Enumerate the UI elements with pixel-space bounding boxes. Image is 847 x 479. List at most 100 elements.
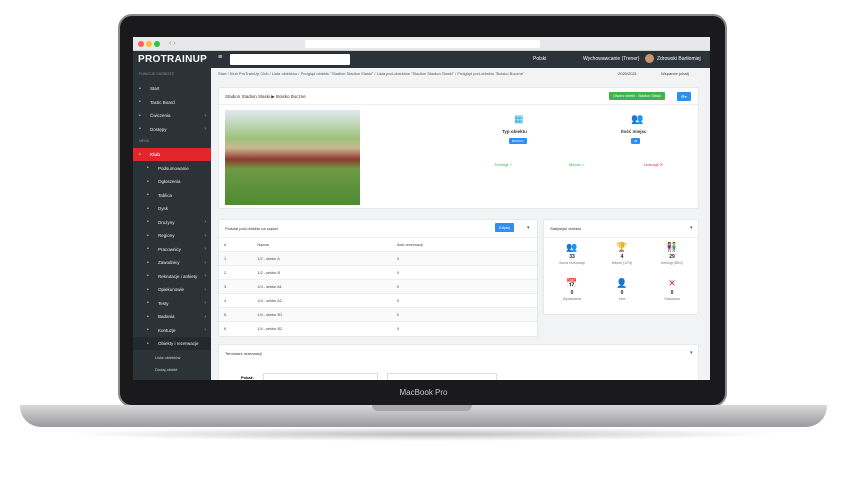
item-icon: • xyxy=(147,259,149,266)
open-parent-object-button[interactable]: Otwórz obiekt - Stadion Slaski xyxy=(609,92,665,100)
breadcrumb-item[interactable]: Podgląd pod-obiektu "Boisko Boczne" xyxy=(457,71,525,76)
sidebar-item[interactable]: • Rekrutacje i ankiety › xyxy=(133,270,211,283)
table-row: 4 1/4 - sektor A2 0 xyxy=(219,293,537,308)
chevron-right-icon: › xyxy=(204,232,206,239)
stat-label: treningi (88%) xyxy=(661,261,683,265)
stat-item: 📅 0 Wydarzenia xyxy=(547,278,597,301)
stat-label: Inne xyxy=(618,297,626,301)
minimize-window-button[interactable] xyxy=(146,41,152,47)
stat-label: Mecze (12%) xyxy=(611,261,633,265)
show-select[interactable] xyxy=(263,373,378,380)
table-row: 5 1/4 - sektor B1 0 xyxy=(219,307,537,322)
sidebar-item[interactable]: • Zawodnicy › xyxy=(133,256,211,269)
sidebar-link[interactable]: Lista obiektów xyxy=(155,354,181,360)
type-label: Typ obiektu xyxy=(502,129,527,134)
sidebar-item[interactable]: • Start xyxy=(133,82,211,95)
menu-icon[interactable]: ≡ xyxy=(218,54,223,61)
sidebar-item[interactable]: • Podsumowanie xyxy=(133,162,211,175)
sidebar-item[interactable]: • Tablica xyxy=(133,189,211,202)
object-card: Stadion Stadion Slaski ▶ Boisko Boczne O… xyxy=(218,87,700,209)
people-icon: 👥 xyxy=(631,114,644,125)
schedule-title: Terminarz rezerwacji xyxy=(225,351,262,356)
sidebar-item[interactable]: • Testy › xyxy=(133,297,211,310)
maximize-window-button[interactable] xyxy=(154,41,160,47)
chevron-right-icon: › xyxy=(204,300,206,306)
settings-button[interactable]: ⚙▾ xyxy=(677,92,691,101)
collapse-chevron-icon[interactable]: ▾ xyxy=(527,225,530,231)
column-header: Ilość rezerwacji xyxy=(391,237,537,252)
sidebar-item[interactable]: • Regiony › xyxy=(133,229,211,242)
breadcrumb-item[interactable]: Klub ProTrainUp Club xyxy=(229,71,269,76)
sidebar-item-label: Ćwiczenia xyxy=(150,113,171,118)
sidebar-item[interactable]: • Dostępy › xyxy=(133,123,211,136)
sidebar-item-club[interactable]: • Klub xyxy=(133,148,211,161)
sidebar-item-label: Podsumowanie xyxy=(158,165,189,171)
club-select[interactable]: Wychowawcanie (Trener) xyxy=(583,56,640,62)
collapse-chevron-icon[interactable]: ▾ xyxy=(690,350,693,356)
breadcrumb-item[interactable]: Lista pod-obiektów "Stadion Stadion Slas… xyxy=(376,71,454,76)
stat-item: 👥 33 Suma rezerwacji xyxy=(547,242,597,265)
chevron-right-icon: › xyxy=(204,246,206,252)
season-select[interactable]: 2020/2021 xyxy=(618,71,637,76)
breadcrumb-item[interactable]: Podgląd obiektu "Stadion Stadion Slaski" xyxy=(300,71,374,76)
stat-item: 🏆 4 Mecze (12%) xyxy=(597,242,647,265)
exercise-icon: • xyxy=(139,112,141,119)
sidebar-item[interactable]: • Dysk xyxy=(133,202,211,215)
user-menu[interactable]: Zdrowski Bartłomiej xyxy=(657,56,701,62)
sidebar: FUNKCJE OSOBISTE • Start • Tactic Board • Ćwi… xyxy=(133,68,211,380)
schedule-card: Terminarz rezerwacji ▾ Pokaż: xyxy=(218,344,699,380)
table-cell: 0 xyxy=(391,279,537,294)
browser-toolbar: ‹ › xyxy=(133,37,710,51)
sidebar-item-label: Drużyny xyxy=(158,219,175,225)
column-header: Nazwa xyxy=(252,237,392,252)
sidebar-item[interactable]: • Drużyny › xyxy=(133,216,211,229)
language-select[interactable]: Polski xyxy=(533,56,547,62)
item-icon: • xyxy=(147,246,149,252)
item-icon: • xyxy=(147,313,149,320)
collapse-chevron-icon[interactable]: ▾ xyxy=(690,225,693,231)
breadcrumb-item[interactable]: Start xyxy=(218,71,227,76)
support-link[interactable]: Wsparcie (chat) xyxy=(661,71,690,76)
sidebar-item[interactable]: • Opiekunowie › xyxy=(133,283,211,296)
sidebar-item[interactable]: • Pracownicy › xyxy=(133,243,211,256)
sidebar-item-label: Pracownicy xyxy=(158,246,182,252)
table-cell: 4 xyxy=(219,293,253,308)
group-icon: 👥 xyxy=(566,242,578,252)
sidebar-section-label: MENU xyxy=(139,139,150,143)
sidebar-item[interactable]: • Badania › xyxy=(133,310,211,323)
item-icon: • xyxy=(147,286,149,293)
board-icon: • xyxy=(139,99,141,105)
sidebar-item[interactable]: • Tactic Board xyxy=(133,96,211,109)
people-icon: 👫 xyxy=(666,242,678,252)
breadcrumb: Start / Klub ProTrainUp Club / Lista obi… xyxy=(218,71,525,76)
sidebar-item-label: Opiekunowie xyxy=(158,287,185,292)
search-input[interactable] xyxy=(230,54,350,65)
stat-value: 33 xyxy=(569,254,575,260)
building-icon: ▦ xyxy=(514,114,524,125)
stat-label: Suma rezerwacji xyxy=(559,261,585,265)
breadcrumb-item[interactable]: Lista obiektów xyxy=(271,71,298,76)
date-range-input[interactable] xyxy=(387,373,497,380)
table-cell: 2 xyxy=(219,265,253,280)
sidebar-link[interactable]: Dodaj obiekt xyxy=(155,366,178,372)
back-forward-icon[interactable]: ‹ › xyxy=(169,40,176,47)
close-window-button[interactable] xyxy=(138,41,144,47)
table-row: 3 1/4 - sektor A1 0 xyxy=(219,279,537,294)
sidebar-item[interactable]: • Ogłoszenia xyxy=(133,175,211,188)
item-icon: • xyxy=(147,232,149,239)
sidebar-item[interactable]: • Ćwiczenia › xyxy=(133,109,211,122)
capacity-badge: 44 xyxy=(631,138,641,144)
sidebar-item[interactable]: • Kontuzje › xyxy=(133,324,211,337)
stat-item: 👤 0 Inne xyxy=(597,278,647,301)
chevron-right-icon: › xyxy=(204,112,206,119)
table-cell: 5 xyxy=(219,307,253,322)
device-label: MacBook Pro xyxy=(399,388,448,397)
edit-button[interactable]: Edytuj xyxy=(495,223,515,232)
item-icon: • xyxy=(147,300,149,306)
avatar[interactable] xyxy=(645,54,654,63)
table-cell: 0 xyxy=(391,293,537,308)
sidebar-item-objects[interactable]: • Obiekty i rezerwacje xyxy=(133,337,211,350)
sidebar-item-label: Tablica xyxy=(158,192,173,198)
address-bar[interactable] xyxy=(305,40,540,48)
